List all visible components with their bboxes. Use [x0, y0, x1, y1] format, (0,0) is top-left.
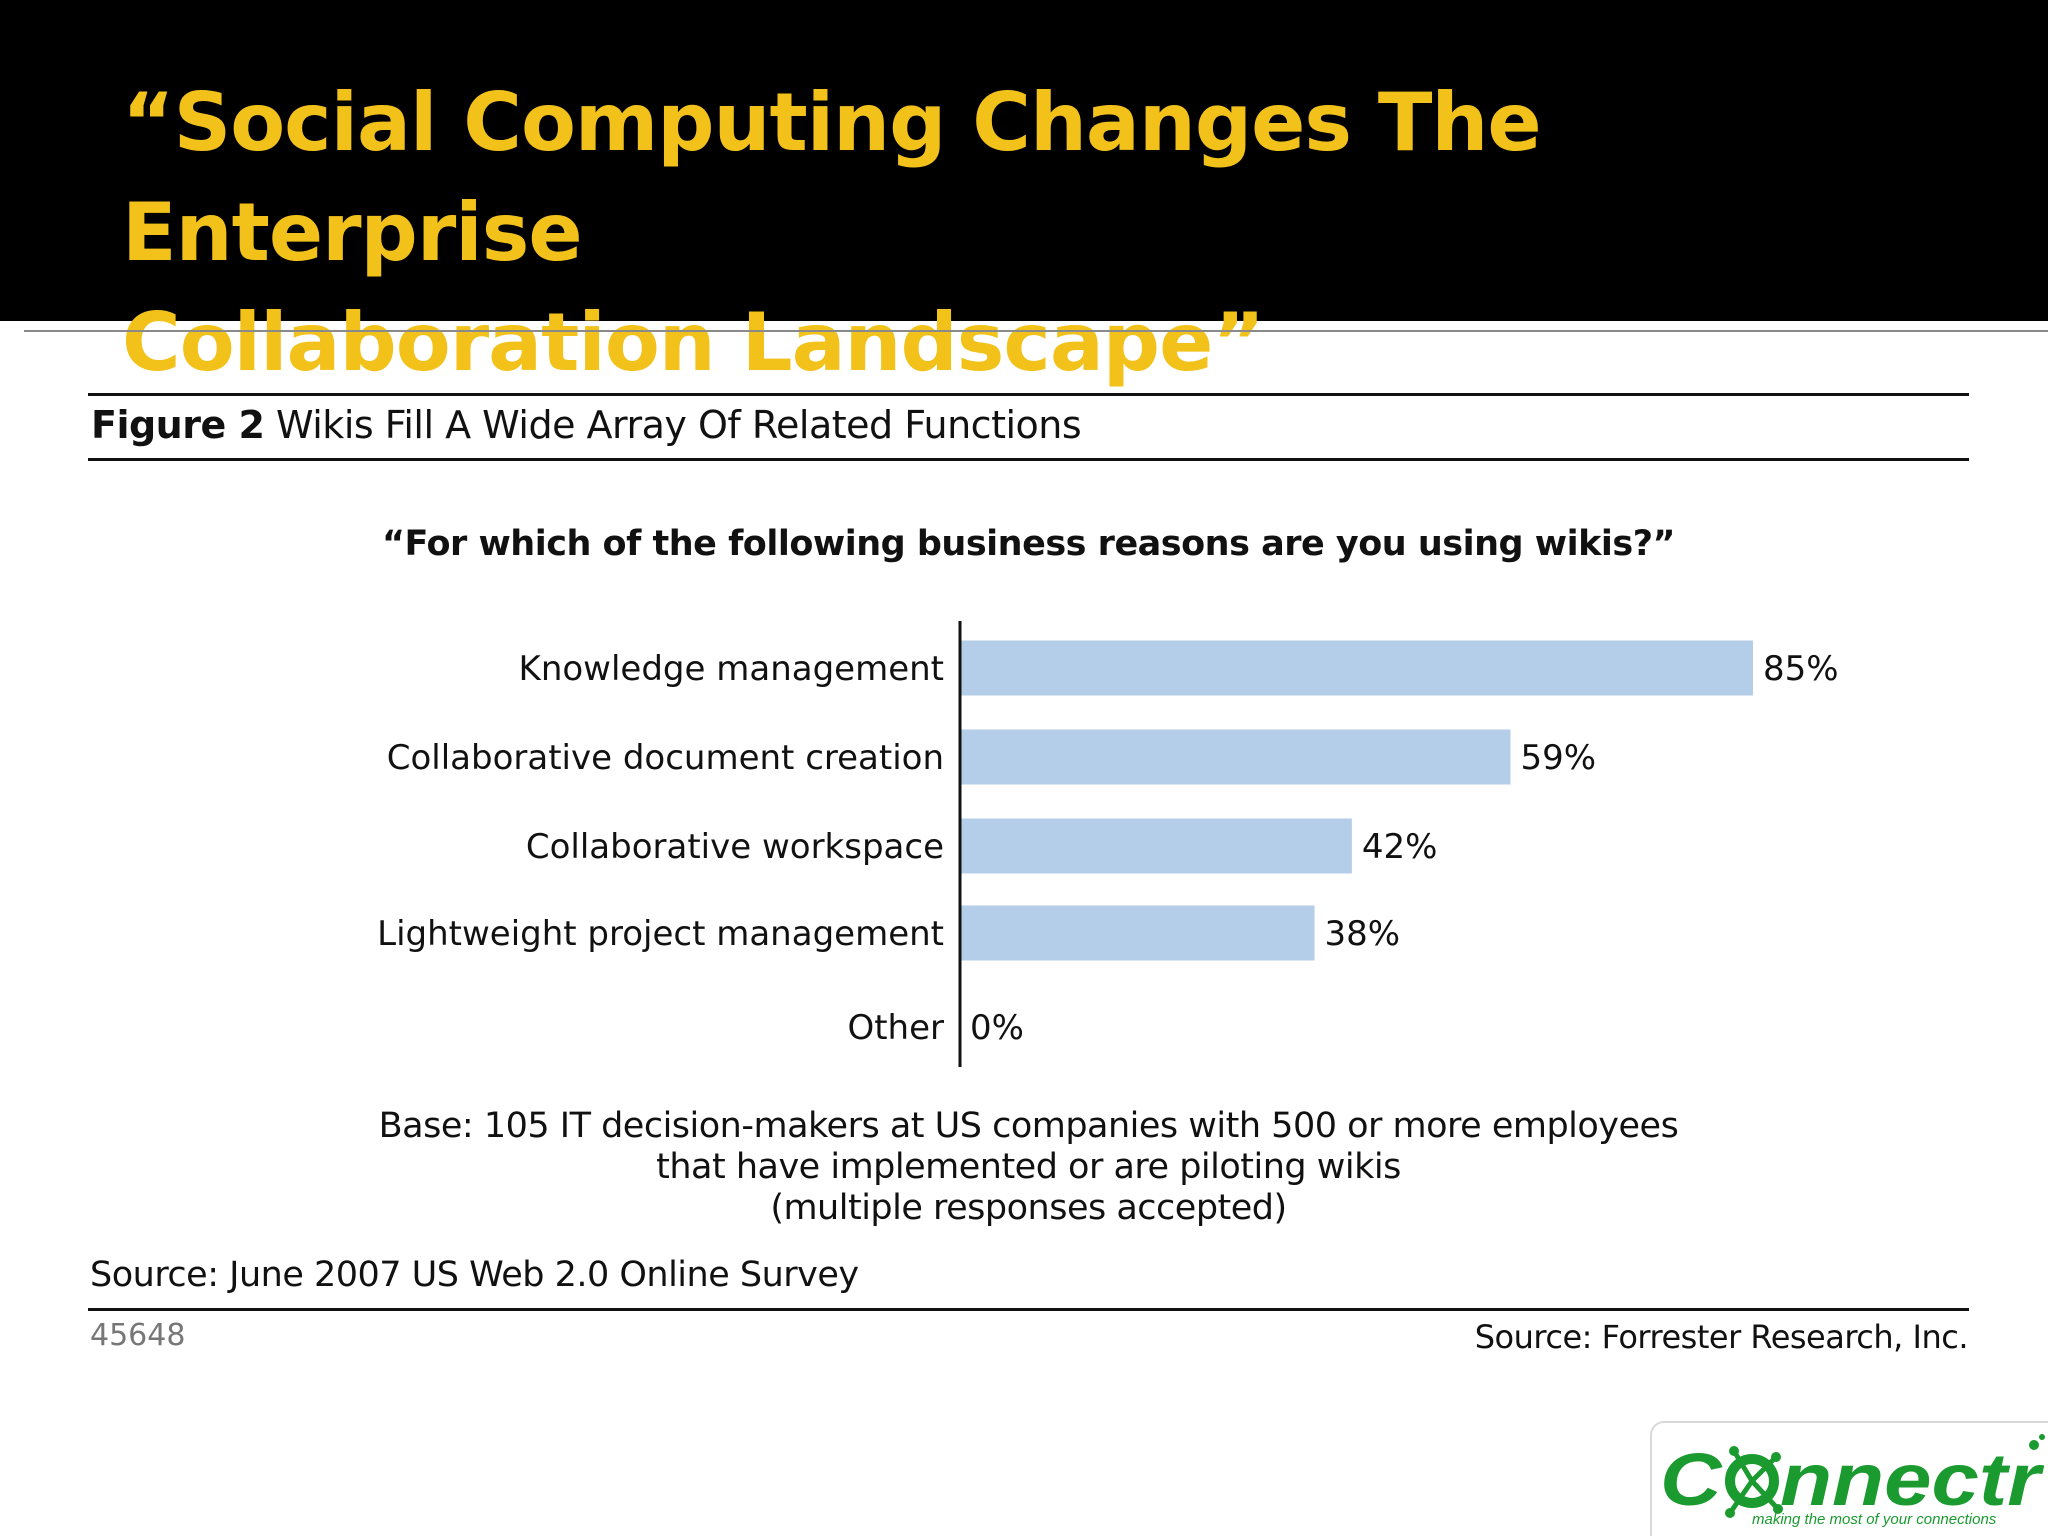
base-note-line-3: (multiple responses accepted)	[770, 1188, 1287, 1228]
value-label-3: 42%	[1362, 827, 1438, 867]
bar-2	[960, 729, 1511, 785]
figure-bottom-rule	[88, 1308, 1969, 1311]
slide-header: “Social Computing Changes The Enterprise…	[0, 0, 2048, 389]
header-divider	[24, 330, 2048, 332]
category-label-3: Collaborative workspace	[526, 827, 944, 867]
figure-top-rule	[88, 393, 1969, 396]
value-label-2: 59%	[1520, 738, 1596, 778]
base-note: Base: 105 IT decision-makers at US compa…	[88, 1106, 1969, 1229]
survey-source: Source: June 2007 US Web 2.0 Online Surv…	[90, 1255, 859, 1295]
survey-question: “For which of the following business rea…	[381, 524, 1676, 564]
figure-id: 45648	[90, 1318, 186, 1353]
category-label-1: Knowledge management	[519, 649, 944, 689]
slide-title-line-1: “Social Computing Changes The Enterprise	[122, 76, 1542, 279]
figure-title: Figure 2 Wikis Fill A Wide Array Of Rela…	[91, 403, 1082, 447]
base-note-line-2: that have implemented or are piloting wi…	[656, 1147, 1401, 1187]
category-label-2: Collaborative document creation	[387, 738, 944, 778]
publisher-source: Source: Forrester Research, Inc.	[1474, 1318, 1969, 1356]
value-label-1: 85%	[1763, 649, 1839, 689]
figure-title-rule	[88, 458, 1969, 461]
figure-label: Figure 2	[91, 403, 265, 447]
category-label-4: Lightweight project management	[377, 914, 944, 954]
bar-chart: Knowledge management Collaborative docume…	[377, 621, 1839, 1067]
figure-title-text: Wikis Fill A Wide Array Of Related Funct…	[276, 403, 1082, 447]
bar-1	[960, 640, 1754, 696]
slide-title-line-2: Collaboration Landscape”	[122, 296, 1265, 389]
slide-title: “Social Computing Changes The Enterprise…	[122, 68, 2002, 398]
base-note-line-1: Base: 105 IT decision-makers at US compa…	[378, 1106, 1679, 1146]
bar-3	[960, 818, 1352, 874]
value-label-4: 38%	[1325, 914, 1401, 954]
category-label-5: Other	[847, 1008, 944, 1048]
value-label-5: 0%	[970, 1008, 1024, 1048]
logo-tagline: making the most of your connections	[1752, 1511, 1997, 1528]
bar-4	[960, 905, 1315, 961]
